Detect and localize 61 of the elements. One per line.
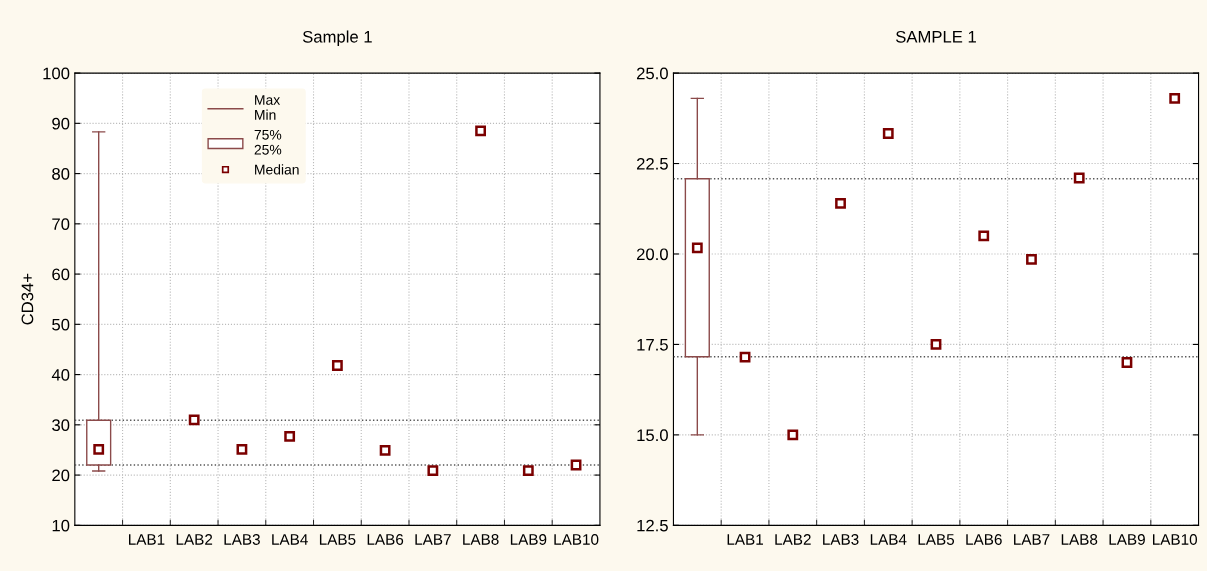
point: [188, 414, 200, 426]
x-tick-label: LAB2: [176, 534, 213, 545]
y-tick-label: 70: [52, 218, 70, 231]
y-tick-label: 30: [52, 419, 70, 432]
y-tick-label: 90: [52, 117, 70, 130]
point: [331, 360, 343, 371]
y-tick-label: 40: [51, 368, 70, 381]
y-tick-label: 20: [52, 469, 70, 482]
x-tick-label: LAB4: [272, 534, 308, 545]
point: [522, 465, 534, 476]
point: [978, 230, 990, 242]
y-axis-title: CD34+: [21, 273, 34, 325]
point: [1026, 253, 1037, 265]
y-tick-label: 15.0: [637, 429, 668, 442]
y-tick-label: 80: [52, 167, 70, 180]
point: [1121, 357, 1133, 368]
x-tick-label: LAB2: [775, 534, 811, 545]
point: [284, 430, 296, 442]
legend-label: Median: [255, 164, 299, 175]
y-tick-label: 100: [43, 67, 70, 80]
point: [882, 128, 894, 139]
y-tick-label: 12.5: [637, 519, 668, 532]
point: [835, 197, 846, 209]
x-tick-label: LAB1: [129, 534, 165, 545]
point: [1169, 93, 1181, 104]
x-tick-label: LAB4: [870, 534, 907, 545]
x-tick-label: LAB5: [319, 534, 356, 545]
chart-title: Sample 1: [302, 30, 372, 46]
chart-title: SAMPLE 1: [896, 30, 976, 43]
point: [236, 444, 248, 455]
annotation: Max Min: [255, 95, 281, 120]
x-tick-label: LAB8: [463, 534, 499, 545]
legend-label: 75% 25%: [254, 129, 282, 155]
x-tick-label: LAB3: [224, 534, 260, 545]
y-tick-label: 60: [52, 268, 70, 281]
x-tick-label: LAB7: [415, 534, 451, 545]
y-tick-label: 10: [52, 519, 70, 532]
x-tick-label: LAB5: [918, 534, 955, 545]
point: [570, 459, 582, 471]
x-tick-label: LAB1: [727, 534, 763, 545]
y-tick-label: 20.0: [636, 248, 668, 261]
x-tick-label: LAB6: [966, 534, 1002, 545]
point: [379, 445, 391, 456]
x-tick-label: LAB9: [510, 534, 547, 545]
x-tick-label: LAB9: [1109, 534, 1145, 545]
point: [739, 351, 751, 363]
x-tick-label: LAB10: [554, 534, 599, 545]
y-tick-label: 17.5: [637, 339, 668, 351]
x-tick-label: LAB8: [1061, 534, 1098, 545]
y-tick-label: 22.5: [636, 157, 668, 170]
point: [1073, 172, 1085, 184]
point: [787, 429, 799, 441]
x-tick-label: LAB7: [1014, 534, 1050, 545]
point: [930, 339, 942, 350]
y-tick-label: 25.0: [636, 67, 668, 80]
point: [427, 465, 439, 476]
y-tick-label: 50: [52, 318, 70, 331]
point: [475, 125, 487, 137]
x-tick-label: LAB10: [1153, 534, 1198, 545]
x-tick-label: LAB3: [823, 534, 859, 545]
x-tick-label: LAB6: [367, 534, 404, 545]
